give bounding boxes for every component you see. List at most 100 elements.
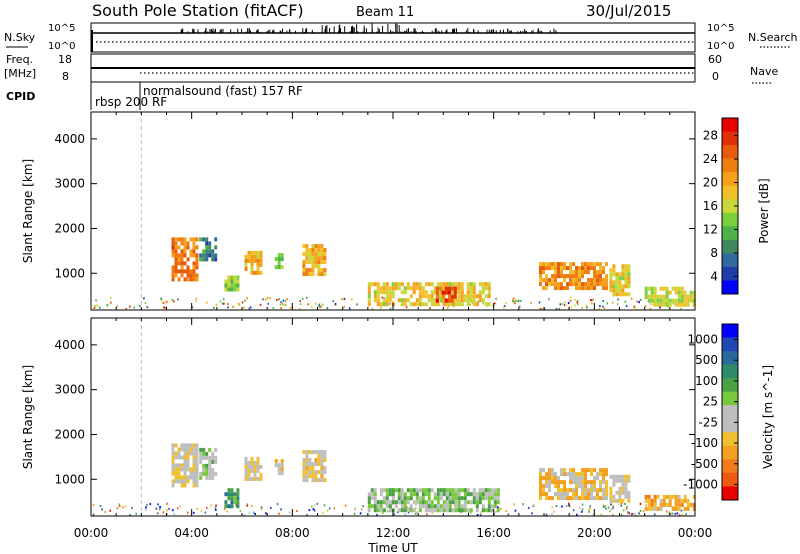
velocity-echo-cell xyxy=(424,500,428,505)
velocity-echo-cell xyxy=(569,488,572,493)
velocity-speckle xyxy=(316,502,319,505)
velocity-echo-cell xyxy=(454,500,458,505)
velocity-echo-cell xyxy=(180,479,184,484)
power-echo-cell xyxy=(180,237,184,242)
velocity-speckle xyxy=(246,504,249,507)
velocity-colorbar-segment xyxy=(722,405,738,420)
velocity-speckle xyxy=(333,507,336,510)
velocity-echo-cell xyxy=(202,471,206,476)
velocity-echo-cell xyxy=(208,475,212,480)
power-echo-cell xyxy=(689,290,693,295)
velocity-echo-cell xyxy=(323,466,327,471)
velocity-echo-cell xyxy=(644,506,648,511)
velocity-echo-cell xyxy=(463,508,467,513)
power-echo-cell xyxy=(659,294,663,299)
power-speckle xyxy=(356,303,358,306)
power-echo-cell xyxy=(442,298,446,303)
power-speckle xyxy=(342,297,344,300)
velocity-speckle xyxy=(634,513,637,516)
power-echo-cell xyxy=(572,278,575,283)
velocity-speckle xyxy=(360,508,363,511)
power-speckle xyxy=(672,302,675,305)
velocity-echo-cell xyxy=(566,496,569,501)
power-colorbar-tick-label: 12 xyxy=(703,222,718,236)
power-echo-cell xyxy=(671,298,675,303)
velocity-speckle xyxy=(605,507,607,510)
velocity-echo-cell xyxy=(421,504,425,509)
velocity-echo-cell xyxy=(171,455,175,460)
power-echo-cell xyxy=(548,262,551,267)
power-ylabel: Slant Range [km] xyxy=(21,159,35,263)
power-echo-cell xyxy=(584,286,587,291)
power-echo-cell xyxy=(472,302,476,307)
power-echo-cell xyxy=(195,245,199,250)
velocity-echo-cell xyxy=(305,478,309,483)
power-echo-cell xyxy=(624,280,628,285)
velocity-echo-cell xyxy=(317,450,321,455)
velocity-echo-cell xyxy=(554,484,557,489)
power-echo-cell xyxy=(233,279,237,284)
velocity-echo-cell xyxy=(421,492,425,497)
power-echo-cell xyxy=(391,290,395,295)
power-echo-cell xyxy=(460,294,464,299)
power-echo-cell xyxy=(323,256,327,261)
power-echo-cell xyxy=(320,256,324,261)
power-speckle xyxy=(318,305,320,308)
velocity-echo-cell xyxy=(314,450,318,455)
power-echo-cell xyxy=(320,248,324,253)
velocity-echo-cell xyxy=(609,474,613,479)
power-echo-cell xyxy=(183,237,187,242)
power-echo-cell xyxy=(171,237,175,242)
power-echo-cell xyxy=(253,250,257,255)
velocity-echo-cell xyxy=(280,463,284,468)
velocity-echo-cell xyxy=(433,508,437,513)
velocity-echo-cell xyxy=(647,506,651,511)
velocity-echo-cell xyxy=(621,486,625,491)
power-speckle xyxy=(590,299,592,301)
velocity-echo-cell xyxy=(373,500,377,505)
velocity-echo-cell xyxy=(244,460,248,465)
power-echo-cell xyxy=(560,286,563,291)
power-echo-cell xyxy=(609,288,613,293)
nsearch-label: N.Search xyxy=(748,31,798,44)
velocity-echo-cell xyxy=(572,468,575,473)
velocity-echo-cell xyxy=(177,463,181,468)
power-echo-cell xyxy=(189,237,193,242)
velocity-echo-cell xyxy=(677,502,681,507)
velocity-echo-cell xyxy=(211,467,215,472)
power-speckle xyxy=(494,302,496,305)
velocity-echo-cell xyxy=(370,488,374,493)
velocity-echo-cell xyxy=(379,488,383,493)
power-echo-cell xyxy=(548,282,551,287)
power-speckle xyxy=(205,301,208,304)
power-echo-cell xyxy=(424,290,428,295)
velocity-echo-cell xyxy=(174,479,178,484)
power-echo-cell xyxy=(379,286,383,291)
power-speckle xyxy=(334,303,337,305)
velocity-echo-cell xyxy=(171,467,175,472)
velocity-echo-cell xyxy=(677,506,681,511)
power-echo-cell xyxy=(180,253,184,258)
velocity-echo-cell xyxy=(183,483,187,488)
power-speckle xyxy=(630,297,633,300)
velocity-echo-cell xyxy=(259,476,263,481)
power-echo-cell xyxy=(487,302,491,307)
velocity-echo-cell xyxy=(382,508,386,513)
power-echo-cell xyxy=(259,258,263,263)
velocity-echo-cell xyxy=(454,504,458,509)
velocity-echo-cell xyxy=(542,488,545,493)
velocity-echo-cell xyxy=(677,498,681,503)
velocity-echo-cell xyxy=(599,496,602,501)
velocity-echo-cell xyxy=(472,496,476,501)
power-echo-cell xyxy=(174,273,178,278)
velocity-echo-cell xyxy=(668,502,672,507)
velocity-echo-cell xyxy=(415,496,419,501)
velocity-echo-cell xyxy=(388,504,392,509)
power-echo-cell xyxy=(593,266,596,271)
velocity-echo-cell xyxy=(277,471,281,476)
power-speckle xyxy=(94,305,96,308)
velocity-echo-cell xyxy=(457,504,461,509)
power-speckle xyxy=(512,300,514,302)
power-speckle xyxy=(471,301,473,304)
